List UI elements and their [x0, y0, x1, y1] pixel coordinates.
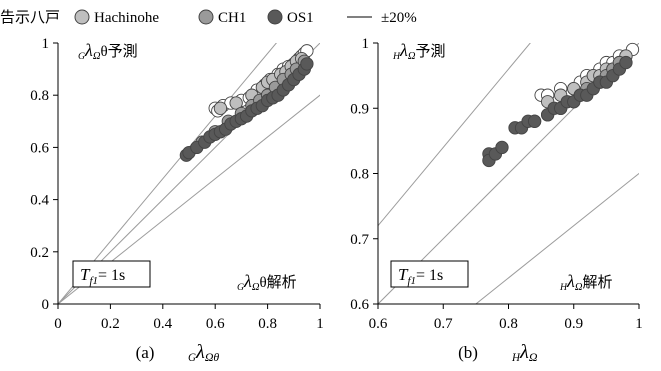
panel-a-y-tick-label-3: 0.6 [30, 140, 49, 156]
panel-a-ref-line-0 [58, 43, 320, 304]
legend-label-ch1: CH1 [218, 10, 246, 26]
panel-a-ref-line-1 [58, 43, 277, 304]
legend-label-os1: OS1 [287, 10, 314, 26]
panel-b-point-s3-20 [619, 55, 633, 70]
panel-b-y-tick-label-3: 0.9 [350, 101, 369, 117]
panel-b-ref-line-2 [475, 172, 639, 304]
panel-a-label: (a) [136, 343, 155, 362]
legend-marker-hachinohe [74, 9, 90, 25]
panel-b-label: (b) [458, 343, 478, 362]
panel-a-x-tick-label-2: 0.4 [153, 316, 172, 332]
panel-b-ref-line-1 [378, 43, 531, 227]
panel-b-x-axis-label: HλΩ [511, 341, 538, 364]
panel-a-y-tick-label-4: 0.8 [30, 88, 49, 104]
panel-a-y-tick-label-5: 1 [42, 36, 50, 52]
panel-a-y-tick-label-2: 0.4 [30, 193, 49, 209]
panel-b-ref-line-0 [378, 43, 639, 304]
panel-b-x-tick-label-1: 0.7 [434, 316, 453, 332]
panel-b-x-tick-label-2: 0.8 [499, 316, 518, 332]
panel-b-y-tick-label-0: 0.6 [350, 297, 369, 313]
panel-a-points [179, 44, 314, 162]
legend: 告示八戸 Hachinohe CH1 OS1 ±20% [0, 9, 417, 26]
legend-label-ref-lines: ±20% [381, 10, 417, 26]
panel-a-x-tick-label-0: 0 [54, 316, 62, 332]
panel-a-period-text: Tf1= 1s [80, 265, 125, 287]
panel-a-x-tick-label-3: 0.6 [206, 316, 225, 332]
panel-a-x-axis-label: GλΩθ [188, 341, 219, 364]
panel-a-ref-lines [58, 43, 320, 304]
panel-a-ref-line-2 [58, 94, 320, 304]
legend-label-hachinohe: Hachinohe [94, 10, 159, 26]
panel-b: 0.6 0.7 0.8 0.9 1 0.6 0.7 0.8 0.9 1 HλΩ予測 HλΩ解析 Tf1=… [350, 36, 643, 364]
panel-b-y-tick-label-1: 0.7 [350, 232, 369, 248]
legend-lead-text: 告示八戸 [0, 9, 60, 26]
panel-b-point-s3-3 [495, 140, 509, 155]
panel-b-x-tick-label-3: 0.9 [564, 316, 583, 332]
panel-b-y-tick-label-2: 0.8 [350, 167, 369, 183]
panel-b-x-annotation: HλΩ解析 [559, 271, 612, 293]
panel-a-point-s1-1 [229, 96, 243, 110]
panel-a-point-s1-0 [213, 101, 228, 115]
legend-marker-ch1 [198, 9, 214, 25]
panel-a-x-tick-label-5: 1 [316, 316, 324, 332]
panel-a-y-annotation: GλΩθ予測 [78, 40, 138, 62]
panel-b-point-s3-7 [527, 114, 542, 128]
panel-b-ref-lines [378, 43, 639, 304]
panel-b-x-tick-label-4: 1 [635, 316, 643, 332]
panel-b-y-annotation: HλΩ予測 [392, 40, 445, 62]
panel-a-x-annotation: GλΩθ解析 [237, 271, 297, 293]
panel-b-period-box [390, 260, 469, 288]
panel-a-point-s3-23 [300, 57, 314, 71]
panel-b-period-text: Tf1= 1s [398, 265, 443, 287]
panel-a-x-tick-label-4: 0.8 [258, 316, 277, 332]
panel-b-x-tick-label-0: 0.6 [369, 316, 388, 332]
panel-a-x-tick-label-1: 0.2 [101, 316, 120, 332]
panel-a-period-box [72, 260, 151, 288]
panel-a-y-tick-label-1: 0.2 [30, 245, 49, 261]
panel-b-points [482, 42, 640, 168]
panel-a-y-tick-label-0: 0 [42, 297, 50, 313]
panel-b-y-tick-label-4: 1 [362, 36, 370, 52]
panel-a: 0 0.2 0.4 0.6 0.8 1 0 0.2 0.4 0.6 0.8 1 GλΩθ予測 GλΩθ解析… [30, 36, 324, 364]
legend-marker-os1 [267, 9, 283, 25]
